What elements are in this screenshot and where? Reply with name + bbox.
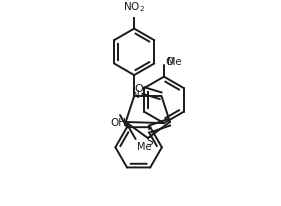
Text: S: S	[146, 137, 153, 147]
Text: OH: OH	[111, 118, 127, 128]
Text: N: N	[132, 90, 140, 100]
Text: Me: Me	[137, 142, 151, 152]
Text: O: O	[165, 57, 173, 67]
Text: O: O	[134, 84, 143, 94]
Text: NO$_2$: NO$_2$	[123, 0, 145, 14]
Text: Me: Me	[167, 57, 182, 67]
